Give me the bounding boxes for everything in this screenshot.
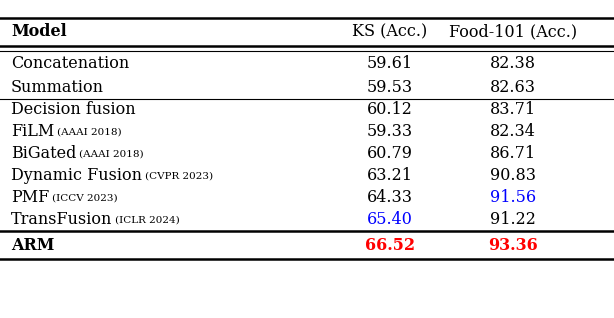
Text: Dynamic Fusion: Dynamic Fusion (11, 168, 142, 184)
Text: 90.83: 90.83 (490, 168, 535, 184)
Text: Decision fusion: Decision fusion (11, 101, 136, 119)
Text: FiLM: FiLM (11, 123, 54, 141)
Text: 64.33: 64.33 (367, 190, 413, 206)
Text: 59.61: 59.61 (367, 54, 413, 72)
Text: 60.79: 60.79 (367, 146, 413, 162)
Text: Summation: Summation (11, 79, 104, 95)
Text: Food-101 (Acc.): Food-101 (Acc.) (449, 24, 577, 40)
Text: Model: Model (11, 24, 67, 40)
Text: 66.52: 66.52 (365, 237, 415, 253)
Text: 82.38: 82.38 (490, 54, 535, 72)
Text: 91.22: 91.22 (490, 211, 535, 229)
Text: (ICLR 2024): (ICLR 2024) (115, 216, 181, 225)
Text: 59.33: 59.33 (367, 123, 413, 141)
Text: BiGated: BiGated (11, 146, 76, 162)
Text: 91.56: 91.56 (489, 190, 536, 206)
Text: 65.40: 65.40 (367, 211, 413, 229)
Text: 86.71: 86.71 (489, 146, 536, 162)
Text: 82.34: 82.34 (490, 123, 535, 141)
Text: TransFusion: TransFusion (11, 211, 112, 229)
Text: Concatenation: Concatenation (11, 54, 130, 72)
Text: 59.53: 59.53 (367, 79, 413, 95)
Text: (CVPR 2023): (CVPR 2023) (145, 171, 213, 181)
Text: ARM: ARM (11, 237, 55, 253)
Text: 83.71: 83.71 (489, 101, 536, 119)
Text: 60.12: 60.12 (367, 101, 413, 119)
Text: (ICCV 2023): (ICCV 2023) (52, 193, 118, 203)
Text: KS (Acc.): KS (Acc.) (352, 24, 427, 40)
Text: (AAAI 2018): (AAAI 2018) (79, 149, 144, 158)
Text: (AAAI 2018): (AAAI 2018) (57, 128, 122, 136)
Text: PMF: PMF (11, 190, 49, 206)
Text: 82.63: 82.63 (490, 79, 535, 95)
Text: 63.21: 63.21 (367, 168, 413, 184)
Text: 93.36: 93.36 (488, 237, 538, 253)
